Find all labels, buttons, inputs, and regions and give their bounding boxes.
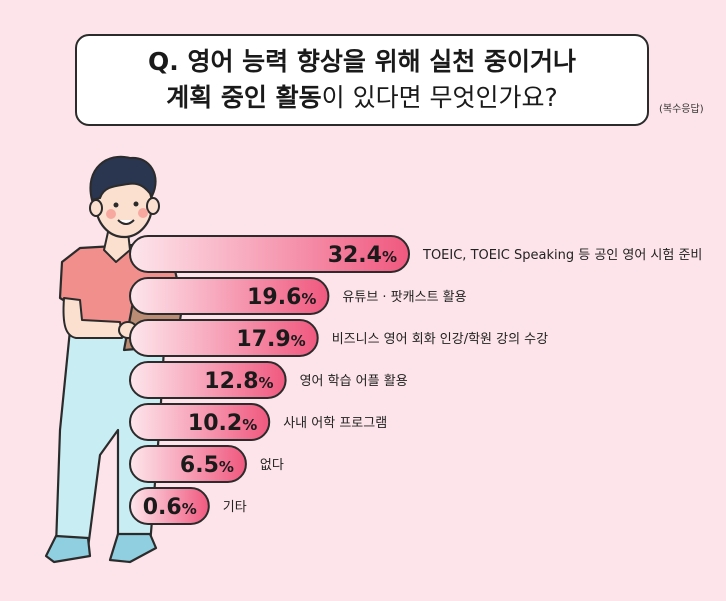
- person-left-cheek: [106, 209, 116, 219]
- bars-group: 32.4% TOEIC, TOEIC Speaking 등 공인 영어 시험 준비…: [129, 235, 702, 525]
- bar-category-label: 사내 어학 프로그램: [283, 416, 387, 431]
- bar: [129, 277, 330, 315]
- question-line-1: Q. 영어 능력 향상을 위해 실천 중이거나: [148, 47, 576, 76]
- bar: [129, 319, 319, 357]
- question-line-2: 계획 중인 활동이 있다면 무엇인가요?: [166, 80, 558, 116]
- person-left-ear: [89, 199, 103, 217]
- bar: [129, 235, 410, 273]
- bar: [129, 487, 210, 525]
- person-left-shoe: [44, 534, 92, 564]
- question-box: Q. 영어 능력 향상을 위해 실천 중이거나 계획 중인 활동이 있다면 무엇…: [75, 34, 649, 126]
- bar: [129, 403, 271, 441]
- person-right-shoe: [108, 532, 158, 564]
- bar-category-label: 없다: [260, 458, 284, 473]
- person-right-ear: [146, 197, 160, 215]
- question-line-2-bold: 계획 중인 활동: [166, 83, 322, 112]
- bar-category-label: 비즈니스 영어 회화 인강/학원 강의 수강: [332, 332, 548, 347]
- bar-category-label: TOEIC, TOEIC Speaking 등 공인 영어 시험 준비: [422, 248, 702, 263]
- person-mouth: [117, 219, 135, 225]
- bar-category-label: 유튜브 · 팟캐스트 활용: [342, 290, 466, 305]
- bar-value-label: 10.2%: [188, 411, 257, 436]
- bar-value-label: 19.6%: [247, 285, 316, 310]
- bar-value-label: 0.6%: [143, 495, 197, 520]
- person-left-eye: [113, 202, 119, 208]
- bar-category-label: 기타: [223, 500, 247, 515]
- bar-category-label: 영어 학습 어플 활용: [300, 374, 408, 389]
- bar-value-label: 32.4%: [328, 243, 397, 268]
- bar-value-label: 17.9%: [236, 327, 305, 352]
- bar-value-label: 6.5%: [180, 453, 234, 478]
- person-right-eye: [133, 201, 139, 207]
- bar: [129, 361, 287, 399]
- bar: [129, 445, 247, 483]
- person-right-cheek: [138, 208, 148, 218]
- person-hair: [89, 155, 157, 202]
- bar-value-label: 12.8%: [204, 369, 273, 394]
- person-arm: [62, 297, 123, 339]
- question-line-2-rest: 이 있다면 무엇인가요?: [321, 83, 558, 112]
- multiple-response-note: (복수응답): [659, 104, 704, 115]
